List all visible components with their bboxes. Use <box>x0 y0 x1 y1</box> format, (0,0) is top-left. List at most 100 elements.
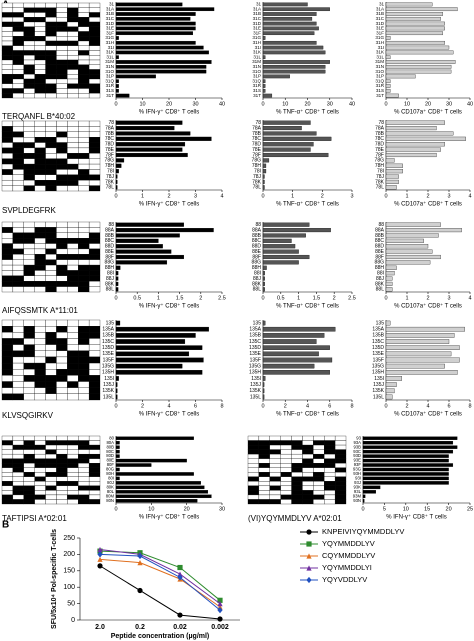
grid-cell <box>313 485 325 491</box>
grid-cell <box>23 453 35 459</box>
bar <box>115 394 118 400</box>
x-axis-label: % CD107a⁺ CD8⁺ T cells <box>394 303 462 310</box>
grid-cell <box>88 476 101 482</box>
grid-cell <box>12 158 24 165</box>
grid-cell <box>88 463 101 468</box>
series-line <box>99 565 221 620</box>
grid-cell <box>78 264 90 271</box>
grid-cell <box>34 74 46 80</box>
bar <box>262 36 266 40</box>
bar <box>262 185 265 190</box>
category-label: 88D <box>105 244 115 250</box>
x-tick-label: 0 <box>384 403 387 409</box>
bar <box>362 485 381 490</box>
grid-cell <box>302 458 314 464</box>
grid-cell <box>313 440 325 446</box>
peptide-label: (VI)YQYMMDLYV A*02:01 <box>248 514 342 523</box>
grid-cell <box>56 7 68 13</box>
grid-cell <box>334 449 347 455</box>
grid-cell <box>247 453 260 459</box>
grid-cell <box>247 463 260 468</box>
grid-cell <box>34 490 46 496</box>
bar <box>262 228 331 233</box>
bar <box>385 142 445 147</box>
grid-cell <box>23 338 35 345</box>
grid-cell <box>334 499 347 505</box>
x-tick-label: 20 <box>166 101 172 107</box>
bar <box>385 376 402 381</box>
grid-cell <box>12 88 24 94</box>
grid-cell <box>12 45 24 51</box>
grid-cell <box>67 147 79 154</box>
category-label: 93H <box>353 471 361 476</box>
grid-cell <box>56 64 68 70</box>
bar <box>262 320 266 326</box>
grid-cell <box>67 332 79 339</box>
grid-cell <box>23 326 35 333</box>
bar <box>385 179 399 184</box>
x-tick-label: 2 <box>199 295 202 301</box>
bar <box>385 339 450 344</box>
category-label: 78L <box>106 185 115 191</box>
category-label: 135K <box>372 388 384 394</box>
y-tick-label: 200 <box>63 551 75 558</box>
category-label: 31L <box>376 54 384 59</box>
grid-cell <box>1 286 14 293</box>
grid-cell <box>23 137 35 143</box>
x-tick-label: 30 <box>192 101 198 107</box>
grid-cell <box>45 490 57 496</box>
bar <box>362 436 458 440</box>
grid-cell <box>23 221 35 228</box>
grid-cell <box>291 467 303 473</box>
grid-cell <box>88 120 101 127</box>
marker <box>177 571 183 577</box>
category-label: 135 <box>376 320 385 326</box>
grid-cell <box>67 55 79 61</box>
x-tick-label: 1.5 <box>176 295 184 301</box>
bar <box>385 120 445 125</box>
grid-cell <box>56 458 68 464</box>
grid-cell <box>45 120 57 127</box>
grid-cell <box>78 74 90 80</box>
grid-cell <box>78 326 90 333</box>
bar <box>262 169 267 174</box>
bar <box>385 55 391 60</box>
grid-cell <box>34 26 46 32</box>
grid-cell <box>302 467 314 473</box>
grid-cell <box>324 490 336 496</box>
bar <box>385 265 397 270</box>
bar <box>115 136 212 141</box>
grid-cell <box>34 494 46 500</box>
grid-cell <box>1 12 14 18</box>
grid-cell <box>78 180 90 186</box>
grid-cell <box>88 40 101 46</box>
grid-cell <box>45 153 57 159</box>
grid-cell <box>45 221 57 228</box>
category-label: 135C <box>249 339 261 345</box>
bar <box>385 228 462 233</box>
grid-cell <box>56 12 68 18</box>
grid-cell <box>56 319 68 327</box>
grid-cell <box>78 243 90 250</box>
bar <box>115 142 186 147</box>
grid-cell <box>23 120 35 127</box>
grid-cell <box>78 59 90 65</box>
bar <box>385 7 458 12</box>
bar <box>262 254 310 260</box>
grid-cell <box>12 7 24 13</box>
grid-cell <box>78 350 90 358</box>
grid-cell <box>88 338 101 345</box>
category-label: 31I <box>255 45 261 50</box>
grid-cell <box>56 45 68 51</box>
grid-cell <box>56 21 68 27</box>
bar <box>262 388 265 394</box>
grid-cell <box>45 254 57 260</box>
grid-cell <box>88 83 101 89</box>
grid-cell <box>45 286 57 293</box>
grid-cell <box>78 158 90 165</box>
grid-cell <box>291 485 303 491</box>
grid-cell <box>67 174 79 181</box>
category-label: 135L <box>373 394 384 400</box>
grid-cell <box>302 476 314 482</box>
grid-cell <box>67 158 79 165</box>
